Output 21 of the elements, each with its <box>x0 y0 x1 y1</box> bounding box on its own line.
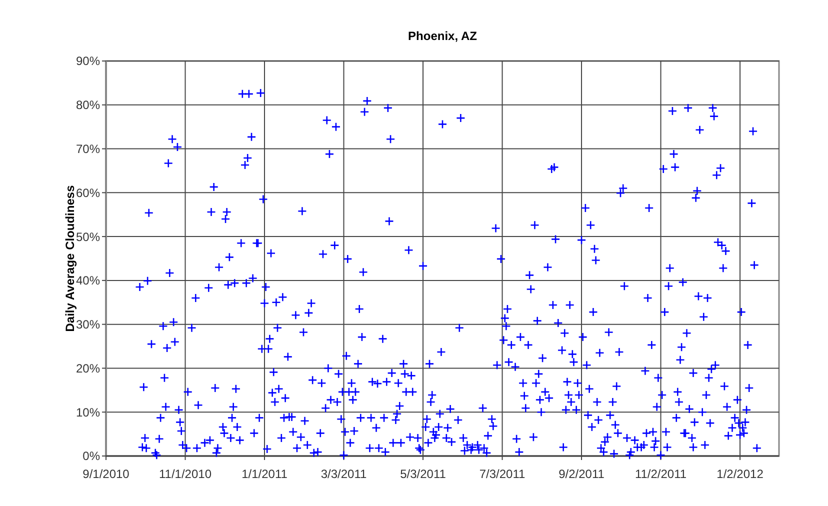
y-tick-label: 30% <box>76 318 100 332</box>
x-tick-label: 11/1/2010 <box>159 467 212 481</box>
y-axis-title: Daily Average Cloudiness <box>63 184 77 332</box>
y-tick-label: 40% <box>76 274 100 288</box>
x-tick-label: 5/3/2011 <box>400 467 446 481</box>
x-tick-label: 9/2/2011 <box>558 467 605 481</box>
x-tick-label: 7/3/2011 <box>479 467 526 481</box>
y-tick-label: 0% <box>82 449 100 464</box>
y-tick-label: 50% <box>76 230 100 244</box>
y-tick-label: 70% <box>76 142 100 156</box>
y-tick-label: 10% <box>76 405 100 420</box>
x-tick-label: 9/1/2010 <box>82 467 130 481</box>
y-tick-label: 20% <box>76 361 100 376</box>
x-tick-label: 11/2/2011 <box>634 467 687 481</box>
x-tick-label: 1/2/2012 <box>716 467 764 481</box>
chart-title: Phoenix, AZ <box>408 29 477 43</box>
y-tick-label: 90% <box>76 54 100 68</box>
y-tick-label: 80% <box>76 98 100 112</box>
y-tick-label: 60% <box>76 186 100 200</box>
x-tick-label: 1/1/2011 <box>242 467 288 481</box>
x-tick-label: 3/3/2011 <box>320 467 367 481</box>
